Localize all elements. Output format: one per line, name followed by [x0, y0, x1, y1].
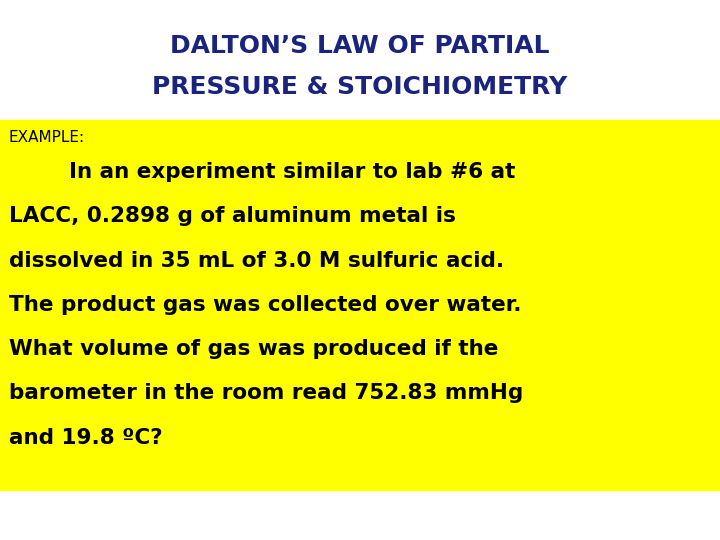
- Text: In an experiment similar to lab #6 at: In an experiment similar to lab #6 at: [9, 162, 515, 182]
- Text: What volume of gas was produced if the: What volume of gas was produced if the: [9, 339, 498, 359]
- Text: The product gas was collected over water.: The product gas was collected over water…: [9, 295, 521, 315]
- Text: barometer in the room read 752.83 mmHg: barometer in the room read 752.83 mmHg: [9, 383, 523, 403]
- Text: EXAMPLE:: EXAMPLE:: [9, 130, 85, 145]
- Text: DALTON’S LAW OF PARTIAL: DALTON’S LAW OF PARTIAL: [170, 34, 550, 58]
- Text: PRESSURE & STOICHIOMETRY: PRESSURE & STOICHIOMETRY: [153, 76, 567, 99]
- Text: dissolved in 35 mL of 3.0 M sulfuric acid.: dissolved in 35 mL of 3.0 M sulfuric aci…: [9, 251, 504, 271]
- Text: LACC, 0.2898 g of aluminum metal is: LACC, 0.2898 g of aluminum metal is: [9, 206, 456, 226]
- Text: and 19.8 ºC?: and 19.8 ºC?: [9, 428, 162, 448]
- Bar: [0, 120, 720, 490]
